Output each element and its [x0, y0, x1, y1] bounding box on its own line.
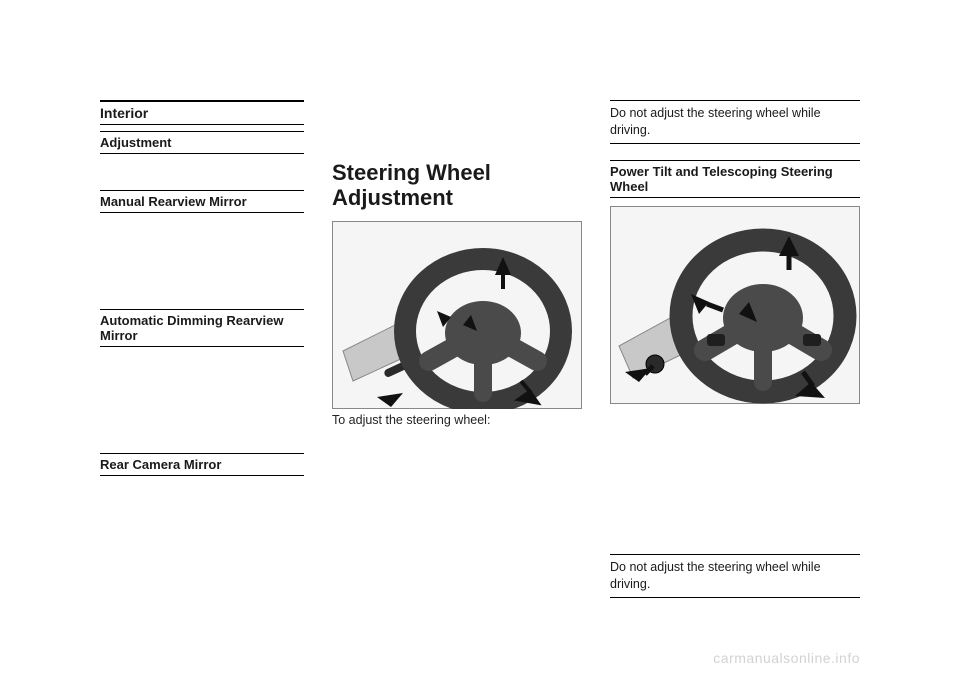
heading-manual-rearview-mirror: Manual Rearview Mirror	[100, 190, 304, 213]
figure-steering-wheel-manual	[332, 221, 582, 409]
spacer	[610, 404, 860, 554]
heading-power-tilt-telescoping: Power Tilt and Telescoping Steering Whee…	[610, 160, 860, 198]
section-title-steering-adjustment: Steering Wheel Adjustment	[332, 160, 582, 211]
column-left: Interior Adjustment Manual Rearview Mirr…	[100, 100, 304, 604]
steering-wheel-manual-svg	[333, 221, 581, 409]
spacer	[100, 219, 304, 299]
spacer	[100, 353, 304, 443]
watermark-text: carmanualsonline.info	[713, 650, 860, 666]
heading-adjustment: Adjustment	[100, 131, 304, 154]
heading-interior: Interior	[100, 100, 304, 125]
figure-steering-wheel-power	[610, 206, 860, 404]
manual-page: Interior Adjustment Manual Rearview Mirr…	[0, 0, 960, 644]
spacer	[100, 170, 304, 180]
warning-do-not-adjust-1: Do not adjust the steering wheel while d…	[610, 100, 860, 144]
spacer	[100, 160, 304, 170]
heading-rear-camera-mirror: Rear Camera Mirror	[100, 453, 304, 476]
column-right: Do not adjust the steering wheel while d…	[610, 100, 860, 604]
caption-adjust-steering: To adjust the steering wheel:	[332, 413, 582, 427]
warning-do-not-adjust-2: Do not adjust the steering wheel while d…	[610, 554, 860, 598]
heading-auto-dimming-mirror: Automatic Dimming Rearview Mirror	[100, 309, 304, 347]
column-middle: Steering Wheel Adjustment	[332, 100, 582, 604]
steering-wheel-power-svg	[611, 206, 859, 404]
